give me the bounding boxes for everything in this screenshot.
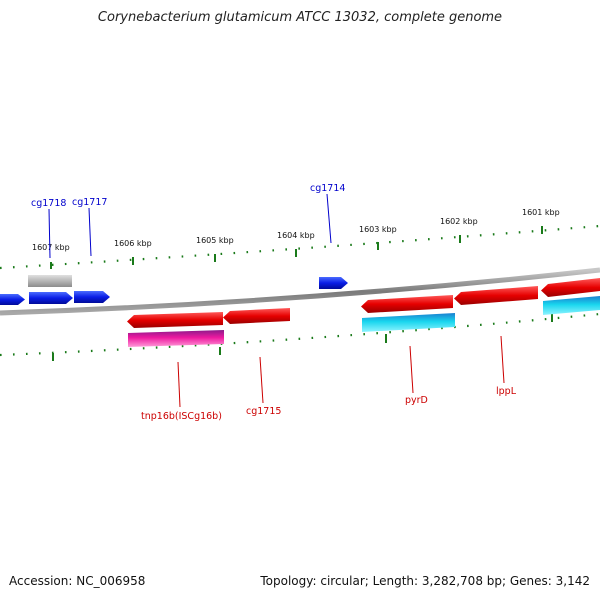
reverse-track-ticks bbox=[0, 312, 600, 357]
gene-label-cg1714[interactable]: cg1714 bbox=[310, 183, 345, 194]
genome-summary-text: Topology: circular; Length: 3,282,708 bp… bbox=[260, 574, 590, 588]
kbp-label-1601: 1601 kbp bbox=[522, 208, 560, 217]
forward-major-ticks bbox=[50, 226, 543, 269]
gene-arrow-pyrD[interactable] bbox=[361, 295, 453, 313]
gene-block-pink[interactable] bbox=[128, 330, 224, 347]
gene-arrow-red-edge[interactable] bbox=[541, 278, 600, 297]
gene-label-pyrD[interactable]: pyrD bbox=[405, 395, 428, 406]
gene-label-tnp16b[interactable]: tnp16b(ISCg16b) bbox=[141, 411, 222, 422]
kbp-label-1602: 1602 kbp bbox=[440, 217, 478, 226]
gene-block-gray[interactable] bbox=[28, 275, 72, 287]
gene-arrow-cg1715[interactable] bbox=[223, 308, 290, 324]
kbp-label-1603: 1603 kbp bbox=[359, 225, 397, 234]
gene-arrow-forward-1[interactable] bbox=[0, 294, 25, 305]
reverse-label-leaders bbox=[177, 335, 505, 408]
gene-label-cg1715[interactable]: cg1715 bbox=[246, 406, 281, 417]
gene-arrow-tnp16b[interactable] bbox=[127, 312, 223, 328]
gene-arrow-lppL[interactable] bbox=[454, 286, 538, 305]
gene-arrow-cg1717[interactable] bbox=[74, 291, 110, 303]
kbp-label-1605: 1605 kbp bbox=[196, 236, 234, 245]
map-title: Corynebacterium glutamicum ATCC 13032, c… bbox=[97, 10, 503, 25]
kbp-label-1604: 1604 kbp bbox=[277, 231, 315, 240]
kbp-label-1606: 1606 kbp bbox=[114, 239, 152, 248]
gene-label-cg1717[interactable]: cg1717 bbox=[72, 197, 107, 208]
gene-block-cyan-edge[interactable] bbox=[543, 296, 600, 315]
gene-label-lppL[interactable]: lppL bbox=[496, 386, 517, 397]
forward-label-leaders bbox=[48, 193, 332, 259]
gene-arrow-cg1714[interactable] bbox=[319, 277, 348, 289]
kbp-label-1607: 1607 kbp bbox=[32, 243, 70, 252]
accession-text: Accession: NC_006958 bbox=[9, 574, 146, 588]
gene-label-cg1718[interactable]: cg1718 bbox=[31, 198, 66, 209]
gene-block-cyan[interactable] bbox=[362, 313, 455, 332]
gene-arrow-cg1718[interactable] bbox=[29, 292, 73, 304]
reverse-major-ticks bbox=[52, 314, 553, 361]
genome-backbone bbox=[0, 267, 600, 316]
